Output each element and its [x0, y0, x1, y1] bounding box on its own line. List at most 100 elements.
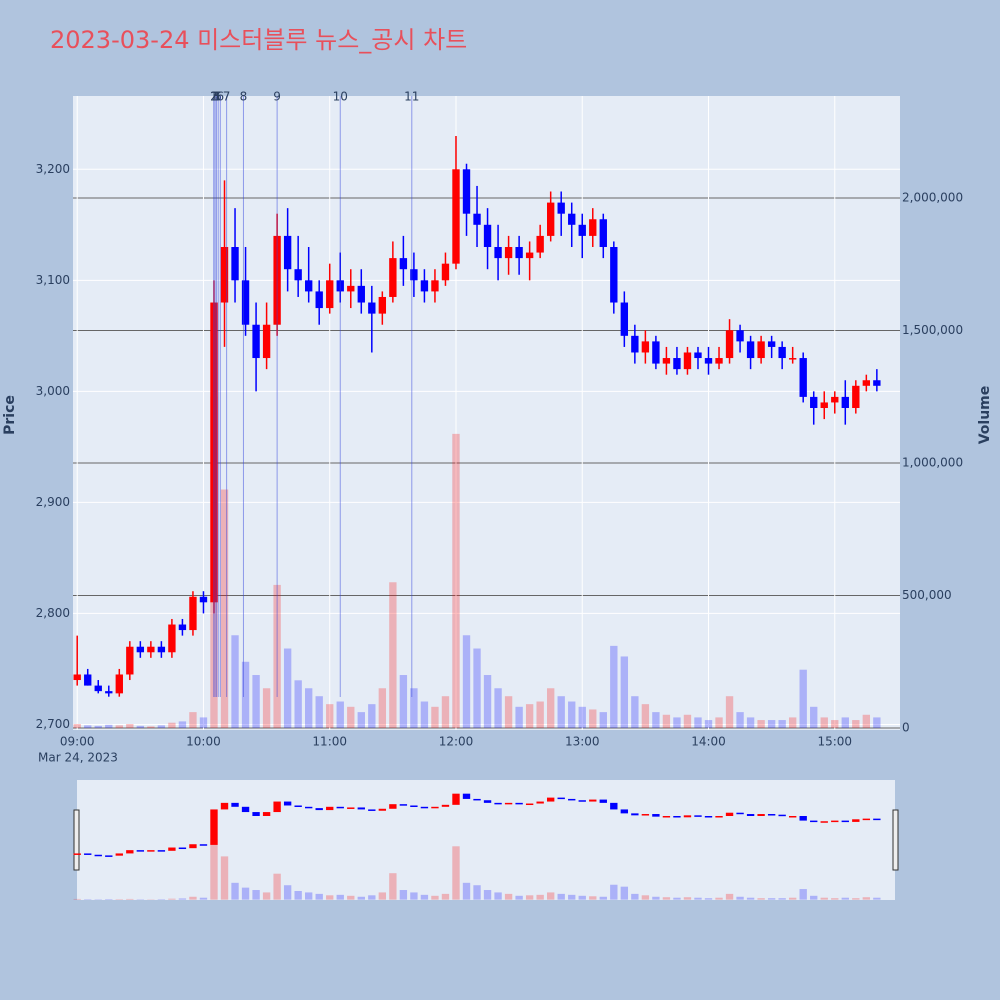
- volume-bar: [147, 726, 155, 729]
- candle-body: [147, 646, 155, 653]
- volume-bar: [157, 725, 166, 729]
- slider-volume: [841, 897, 849, 900]
- candle-body: [568, 213, 576, 225]
- volume-bar: [504, 696, 513, 729]
- candle-body: [84, 674, 92, 686]
- slider-candle: [157, 850, 166, 852]
- slider-candle: [357, 807, 365, 810]
- slider-handle[interactable]: [73, 809, 80, 871]
- y-tick-label: 2,800: [36, 606, 70, 620]
- slider-candle: [389, 804, 397, 809]
- slider-candle: [841, 820, 849, 823]
- volume-bar: [725, 696, 734, 729]
- slider-volume: [294, 890, 302, 900]
- candle-body: [536, 235, 544, 253]
- slider-volume: [231, 882, 239, 900]
- volume-bar: [599, 712, 607, 729]
- volume-bar: [326, 704, 334, 729]
- candle-body: [557, 202, 565, 214]
- volume-bar: [189, 712, 197, 729]
- slider-volume: [599, 896, 607, 900]
- slider-volume: [852, 898, 860, 900]
- candle-body: [757, 341, 765, 359]
- slider-candle: [494, 802, 502, 805]
- x-tick-label: 11:00: [312, 735, 347, 749]
- candle-body: [420, 280, 429, 292]
- slider-candle: [746, 814, 755, 816]
- slider-candle: [557, 797, 565, 800]
- slider-candle: [399, 804, 408, 806]
- slider-volume: [378, 892, 387, 900]
- slider-volume: [736, 896, 744, 900]
- slider-volume: [105, 899, 113, 900]
- slider-candle: [757, 814, 765, 816]
- y2-tick-label: 500,000: [902, 588, 952, 602]
- volume-bar: [788, 717, 797, 729]
- slider-candle: [652, 814, 660, 817]
- slider-candle: [94, 854, 102, 857]
- candle-body: [873, 380, 881, 386]
- volume-bar: [126, 724, 134, 729]
- slider-volume: [810, 895, 818, 900]
- annotation-label: 4: [212, 90, 220, 104]
- slider-volume: [357, 896, 365, 900]
- slider-candle: [252, 812, 260, 816]
- volume-bar: [347, 706, 355, 729]
- slider-candle: [673, 815, 681, 818]
- slider-candle: [767, 814, 776, 816]
- slider-candle: [115, 853, 123, 856]
- slider-volume: [483, 890, 492, 900]
- slider-volume: [262, 892, 271, 900]
- volume-bar: [462, 635, 471, 729]
- volume-bar: [178, 721, 187, 729]
- candle-body: [241, 280, 250, 325]
- slider-candle: [273, 801, 281, 813]
- volume-bar: [746, 717, 755, 729]
- candle-body: [778, 346, 786, 359]
- slider-volume: [241, 887, 250, 900]
- volume-bar: [441, 696, 450, 729]
- slider-volume: [283, 885, 292, 900]
- candle-body: [231, 247, 239, 281]
- slider-volume: [273, 873, 281, 900]
- volume-bar: [736, 712, 744, 729]
- candle-body: [136, 646, 145, 653]
- slider-volume: [441, 893, 450, 900]
- candle-body: [294, 269, 302, 281]
- x-tick-label: 14:00: [691, 735, 726, 749]
- annotation-label: 8: [240, 90, 248, 104]
- candle-body: [589, 219, 597, 236]
- candle-body: [357, 285, 365, 303]
- slider-candle: [126, 850, 134, 854]
- slider-candle: [736, 812, 744, 815]
- x-tick-label: 12:00: [439, 735, 474, 749]
- volume-bar: [241, 661, 250, 729]
- x-tick-label: 09:00: [60, 735, 95, 749]
- volume-bar: [536, 701, 544, 729]
- range-slider[interactable]: [77, 780, 895, 900]
- slider-volume: [452, 846, 460, 900]
- candle-body: [199, 596, 208, 603]
- candle-body: [347, 285, 355, 292]
- slider-candle: [210, 809, 218, 845]
- candle-body: [599, 219, 607, 248]
- slider-candle: [873, 818, 881, 821]
- slider-handle[interactable]: [892, 809, 899, 871]
- candle-body: [494, 247, 502, 259]
- volume-bar: [778, 720, 786, 729]
- candle-body: [862, 380, 871, 386]
- slider-candle: [799, 815, 807, 821]
- candle-body: [852, 385, 860, 409]
- x-date-label: Mar 24, 2023: [38, 751, 118, 765]
- annotation-label: 2: [210, 90, 218, 104]
- candle-body: [652, 341, 660, 364]
- slider-volume: [431, 895, 439, 900]
- slider-candle: [189, 844, 197, 849]
- volume-bar: [336, 701, 344, 729]
- candle-body: [326, 280, 334, 309]
- candle-body: [462, 169, 471, 214]
- slider-volume: [557, 893, 565, 900]
- volume-bar: [704, 720, 713, 729]
- slider-volume: [662, 897, 671, 900]
- slider-candle: [662, 815, 671, 818]
